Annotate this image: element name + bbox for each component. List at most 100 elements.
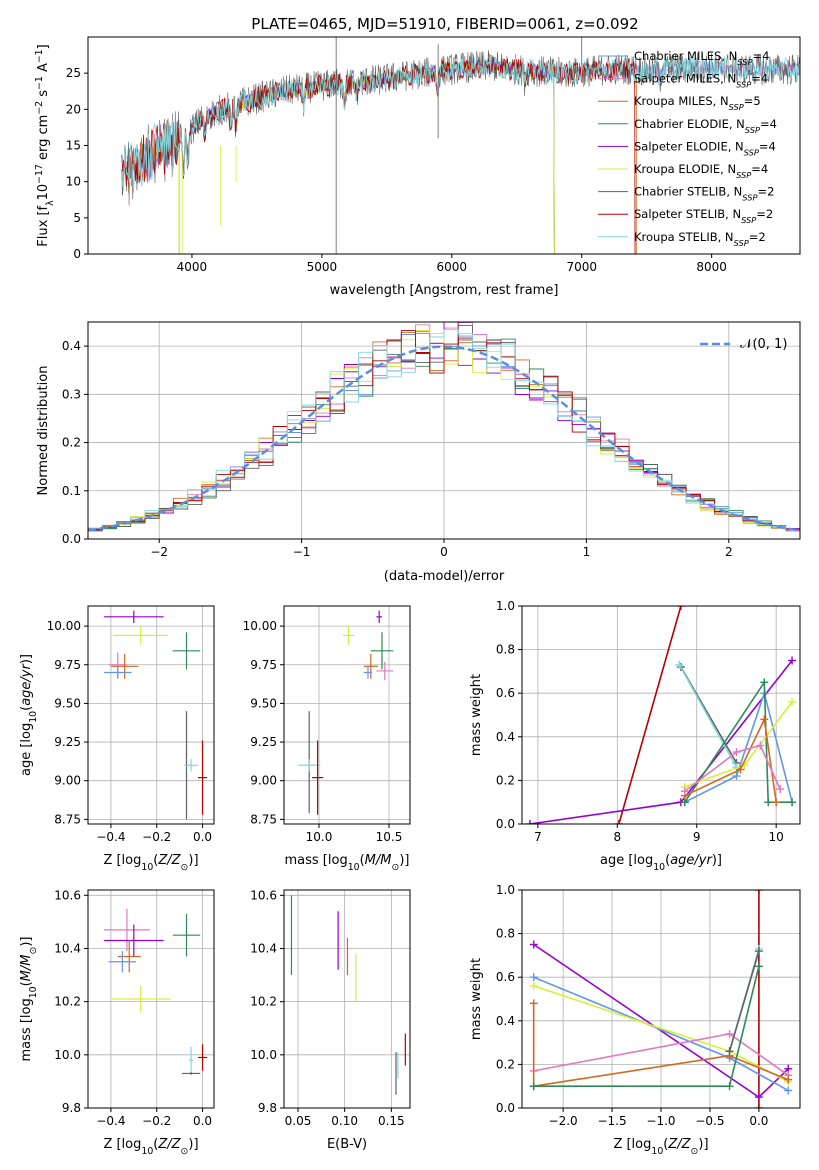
legend: Chabrier MILES, NSSP=4 Salpeter MILES, NS… xyxy=(598,49,777,248)
x-tick-label: 10 xyxy=(769,830,784,844)
legend-label: Kroupa MILES, NSSP=5 xyxy=(634,94,761,112)
x-tick-label: 7000 xyxy=(566,260,597,274)
y-tick-label: 9.50 xyxy=(250,696,277,710)
axes-weight_vs_age: 7 8 9 10 0.0 0.2 0.4 0.6 0.8 1.0 age [log10(age/yr… xyxy=(469,599,801,873)
x-tick-label: 10.5 xyxy=(376,830,403,844)
weight-marker xyxy=(754,1104,763,1108)
figure-title: PLATE=0465, MJD=51910, FIBERID=0061, z=0… xyxy=(251,15,638,33)
legend-label: Salpeter STELIB, NSSP=2 xyxy=(634,207,773,225)
errorbar-point xyxy=(342,626,354,645)
weight-marker xyxy=(736,765,745,774)
axes-frame xyxy=(283,605,411,825)
y-axis-label: mass [log10(M/M⊙)] xyxy=(19,937,39,1062)
y-tick-label: 0.2 xyxy=(496,773,515,787)
x-tick-label: −0.4 xyxy=(96,830,125,844)
x-tick-label: 2 xyxy=(725,545,733,559)
weight-marker xyxy=(776,785,785,794)
plot-area-weight_vs_age xyxy=(525,606,797,824)
x-tick-label: 0.0 xyxy=(193,1114,212,1128)
weight-marker xyxy=(725,1029,734,1038)
y-tick-label: 20 xyxy=(66,102,81,116)
plot-area-weight_vs_Z xyxy=(529,890,793,1108)
errorbar-point xyxy=(370,632,394,670)
weight-marker xyxy=(788,798,797,807)
weight-marker xyxy=(529,940,538,949)
weight-marker xyxy=(754,1093,763,1102)
weight-marker xyxy=(529,973,538,982)
x-axis-label: mass [log10(M/M⊙)] xyxy=(285,853,410,873)
y-tick-label: 9.50 xyxy=(54,696,81,710)
axes-frame xyxy=(521,605,801,825)
y-tick-label: 5 xyxy=(73,211,81,225)
weight-marker xyxy=(614,820,623,824)
y-axis-label: Normed distribution xyxy=(36,366,51,496)
errorbar-point xyxy=(117,940,141,973)
y-tick-label: 0.0 xyxy=(62,532,81,546)
legend: 𝒩(0, 1) xyxy=(700,337,787,352)
y-tick-label: 0.4 xyxy=(496,1014,515,1028)
y-tick-label: 10.2 xyxy=(250,995,277,1009)
errorbar-point xyxy=(188,1046,194,1074)
errorbar-point xyxy=(104,610,164,624)
axes-age_vs_mass: 10.0 10.5 8.75 9.00 9.25 9.50 9.75 10.00 mass [l… xyxy=(243,605,411,873)
x-axis-label: E(B-V) xyxy=(327,1137,367,1152)
y-tick-label: 1.0 xyxy=(496,883,515,897)
plot-area-age_vs_mass xyxy=(298,610,394,815)
errorbar-point xyxy=(181,1072,201,1075)
y-tick-label: 0.8 xyxy=(496,643,515,657)
weight-line-kroupa_miles xyxy=(684,716,777,803)
spectrum-line-kroupa_stelib xyxy=(121,55,800,192)
legend-label: Chabrier MILES, NSSP=4 xyxy=(634,49,769,67)
y-tick-label: 0.6 xyxy=(496,686,515,700)
y-tick-label: 9.00 xyxy=(54,774,81,788)
legend-label: 𝒩(0, 1) xyxy=(740,337,787,352)
x-tick-label: −2 xyxy=(150,545,168,559)
y-tick-label: 8.75 xyxy=(54,812,81,826)
spectrum-line-salpeter_elodie xyxy=(178,60,555,254)
y-tick-label: 10.0 xyxy=(54,1048,81,1062)
x-tick-label: −1 xyxy=(293,545,311,559)
errorbar-point xyxy=(197,1044,208,1071)
axes-weight_vs_Z: −2.0 −1.5 −1.0 −0.5 0.0 0.0 0.2 0.4 0.6 0.8 1.0 Z [… xyxy=(469,883,801,1157)
axes-mass_vs_ebv: 0.05 0.10 0.15 9.8 10.0 10.2 10.4 10.6 E(B-V) xyxy=(250,888,411,1152)
weight-line-salpeter_miles xyxy=(684,744,781,792)
x-tick-label: 9 xyxy=(693,830,701,844)
axes-age_vs_Z: −0.4 −0.2 0.0 8.75 9.00 9.25 9.50 9.75 10.00 Z [l… xyxy=(19,605,215,873)
errorbar-point xyxy=(363,666,373,679)
y-tick-label: 9.25 xyxy=(250,735,277,749)
plot-area-mass_vs_ebv xyxy=(290,895,406,1095)
weight-marker xyxy=(525,820,534,824)
weight-marker xyxy=(784,1075,793,1084)
weight-marker xyxy=(680,787,689,796)
x-axis-label: Z [log10(Z/Z⊙)] xyxy=(103,1137,198,1157)
axes-spectrum: 4000 5000 6000 7000 8000 0 5 10 15 20 25 wavelength… xyxy=(34,36,801,298)
y-tick-label: 9.75 xyxy=(54,658,81,672)
axes-frame xyxy=(87,605,215,825)
y-tick-label: 10.00 xyxy=(243,619,277,633)
axes-frame xyxy=(87,889,215,1109)
y-tick-label: 0.2 xyxy=(62,436,81,450)
y-axis-label: age [log10(age/yr)] xyxy=(19,654,39,776)
y-axis-label: mass weight xyxy=(469,958,484,1040)
errorbar-point xyxy=(298,759,321,772)
x-tick-label: −0.5 xyxy=(695,1114,724,1128)
x-tick-label: 0.0 xyxy=(193,830,212,844)
x-tick-label: −2.0 xyxy=(549,1114,578,1128)
x-axis-label: Z [log10(Z/Z⊙)] xyxy=(103,853,198,873)
y-tick-label: 10.4 xyxy=(54,941,81,955)
x-tick-label: 0 xyxy=(440,545,448,559)
x-axis-label: wavelength [Angstrom, rest frame] xyxy=(330,283,559,298)
errorbar-point xyxy=(376,610,382,624)
y-tick-label: 0.0 xyxy=(496,1101,515,1115)
y-axis-label: Flux [fλ10−17 erg cm−2 s−1 A−1] xyxy=(34,44,56,246)
y-tick-label: 10.6 xyxy=(54,888,81,902)
y-tick-label: 0.4 xyxy=(496,730,515,744)
plot-area-spectrum xyxy=(121,37,800,254)
y-tick-label: 0.3 xyxy=(62,387,81,401)
errorbar-point xyxy=(113,626,169,645)
x-tick-label: −0.4 xyxy=(96,1114,125,1128)
x-tick-label: 1 xyxy=(583,545,591,559)
errorbar-point xyxy=(312,740,324,815)
x-tick-label: 0.05 xyxy=(285,1114,312,1128)
legend-label: Chabrier ELODIE, NSSP=4 xyxy=(634,117,777,135)
